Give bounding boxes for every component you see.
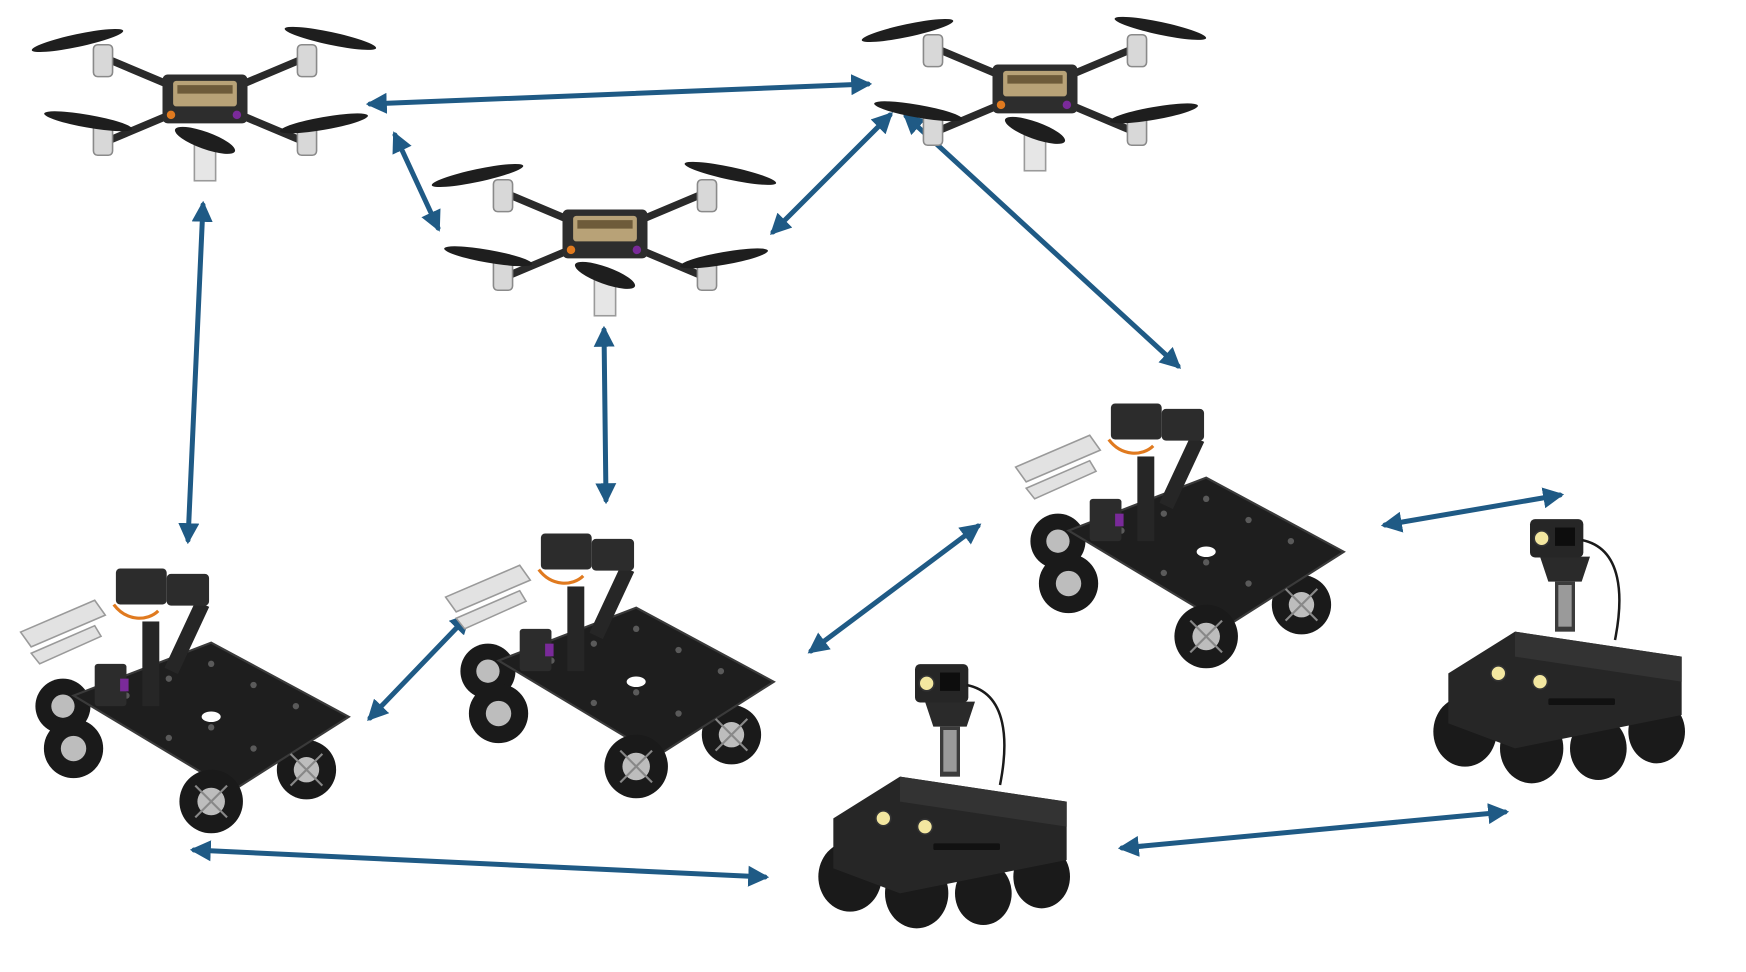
mecanum-rover-2 xyxy=(443,531,776,800)
link-drone1-mecanum1 xyxy=(178,200,213,545)
link-drone1-drone3 xyxy=(365,74,873,114)
mecanum-rover-3 xyxy=(1013,401,1346,670)
link-drone3-mecanum3 xyxy=(902,113,1182,369)
drone-3 xyxy=(860,12,1207,170)
link-mecanum2-mecanum3 xyxy=(807,523,982,654)
tracked-rover-1 xyxy=(816,662,1072,930)
drone-2 xyxy=(430,157,777,315)
tracked-rover-2 xyxy=(1431,517,1687,785)
mecanum-rover-1 xyxy=(18,566,351,835)
link-mecanum1-mecanum2 xyxy=(367,612,471,722)
drone-1 xyxy=(30,22,377,180)
link-mecanum1-tracked1 xyxy=(189,840,770,887)
link-drone2-mecanum2 xyxy=(593,325,617,505)
link-drone2-drone3 xyxy=(770,112,893,235)
link-tracked1-tracked2 xyxy=(1117,803,1510,857)
communication-links xyxy=(178,74,1565,887)
link-mecanum3-tracked2 xyxy=(1380,487,1565,533)
link-drone1-drone2 xyxy=(392,131,441,232)
